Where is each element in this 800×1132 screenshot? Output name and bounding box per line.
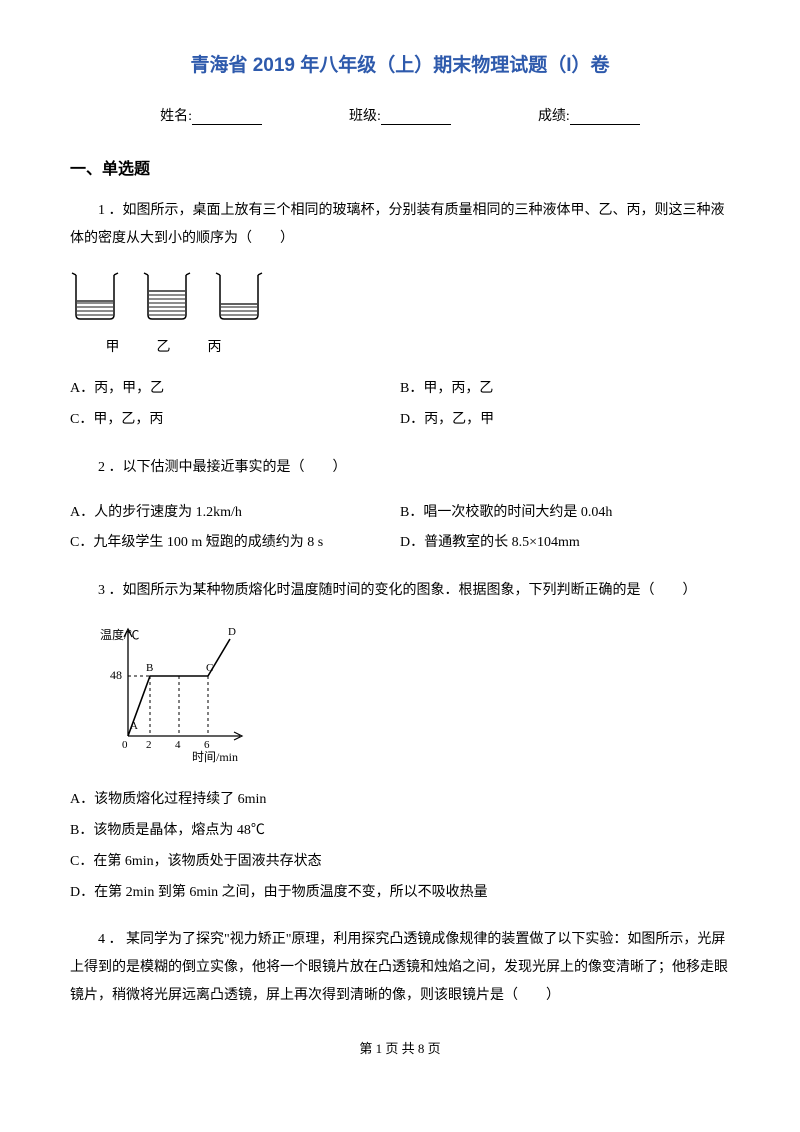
name-label: 姓名: [160, 109, 192, 124]
svg-text:A: A [130, 720, 138, 732]
score-blank[interactable] [570, 110, 640, 125]
svg-text:B: B [146, 662, 153, 674]
q2-options: A．人的步行速度为 1.2km/h B．唱一次校歌的时间大约是 0.04h C．… [70, 498, 730, 560]
q3-opt-d: D．在第 2min 到第 6min 之间，由于物质温度不变，所以不吸收热量 [70, 878, 730, 909]
svg-text:时间/min: 时间/min [192, 750, 238, 764]
q1-text: 1 ．如图所示，桌面上放有三个相同的玻璃杯，分别装有质量相同的三种液体甲、乙、丙… [70, 197, 730, 253]
q1-labels: 甲 乙 丙 [70, 336, 730, 356]
q3-opt-a: A．该物质熔化过程持续了 6min [70, 785, 730, 816]
q1-opt-c: C．甲，乙，丙 [70, 405, 400, 436]
q1-opt-b: B．甲，丙，乙 [400, 374, 730, 405]
q2-opt-d: D．普通教室的长 8.5×104mm [400, 528, 730, 559]
svg-text:4: 4 [175, 739, 181, 751]
label-yi: 乙 [157, 336, 171, 356]
q1-opt-a: A．丙，甲，乙 [70, 374, 400, 405]
q3-figure: 温度/℃ 48 A B C D 0 2 4 6 时间/min [100, 621, 730, 771]
q2-text: 2 ．以下估测中最接近事实的是（ ） [70, 454, 730, 482]
q2-opt-b: B．唱一次校歌的时间大约是 0.04h [400, 498, 730, 529]
info-row: 姓名: 班级: 成绩: [70, 105, 730, 125]
score-label: 成绩: [538, 109, 570, 124]
q1-options: A．丙，甲，乙 B．甲，丙，乙 C．甲，乙，丙 D．丙，乙，甲 [70, 374, 730, 436]
svg-text:0: 0 [122, 739, 128, 751]
q2-opt-a: A．人的步行速度为 1.2km/h [70, 498, 400, 529]
label-jia: 甲 [106, 336, 120, 356]
page-footer: 第 1 页 共 8 页 [70, 1038, 730, 1057]
svg-text:D: D [228, 626, 236, 638]
svg-text:2: 2 [146, 739, 152, 751]
q3-text: 3 ．如图所示为某种物质熔化时温度随时间的变化的图象．根据图象，下列判断正确的是… [70, 577, 730, 605]
beaker-bing [214, 269, 264, 321]
q1-figure [70, 269, 730, 326]
q2-opt-c: C．九年级学生 100 m 短跑的成绩约为 8 s [70, 528, 400, 559]
section-heading: 一、单选题 [70, 155, 730, 179]
svg-text:C: C [206, 662, 213, 674]
q3-opt-b: B．该物质是晶体，熔点为 48℃ [70, 816, 730, 847]
svg-text:48: 48 [110, 668, 122, 682]
q3-opt-c: C．在第 6min，该物质处于固液共存状态 [70, 847, 730, 878]
name-blank[interactable] [192, 110, 262, 125]
label-bing: 丙 [208, 336, 222, 356]
page-title: 青海省 2019 年八年级（上）期末物理试题（I）卷 [70, 50, 730, 77]
svg-text:温度/℃: 温度/℃ [100, 627, 139, 642]
class-blank[interactable] [381, 110, 451, 125]
q4-text: 4 ． 某同学为了探究"视力矫正"原理，利用探究凸透镜成像规律的装置做了以下实验… [70, 926, 730, 1010]
beaker-yi [142, 269, 192, 321]
q3-options: A．该物质熔化过程持续了 6min B．该物质是晶体，熔点为 48℃ C．在第 … [70, 785, 730, 908]
beaker-jia [70, 269, 120, 321]
class-label: 班级: [349, 109, 381, 124]
q1-opt-d: D．丙，乙，甲 [400, 405, 730, 436]
